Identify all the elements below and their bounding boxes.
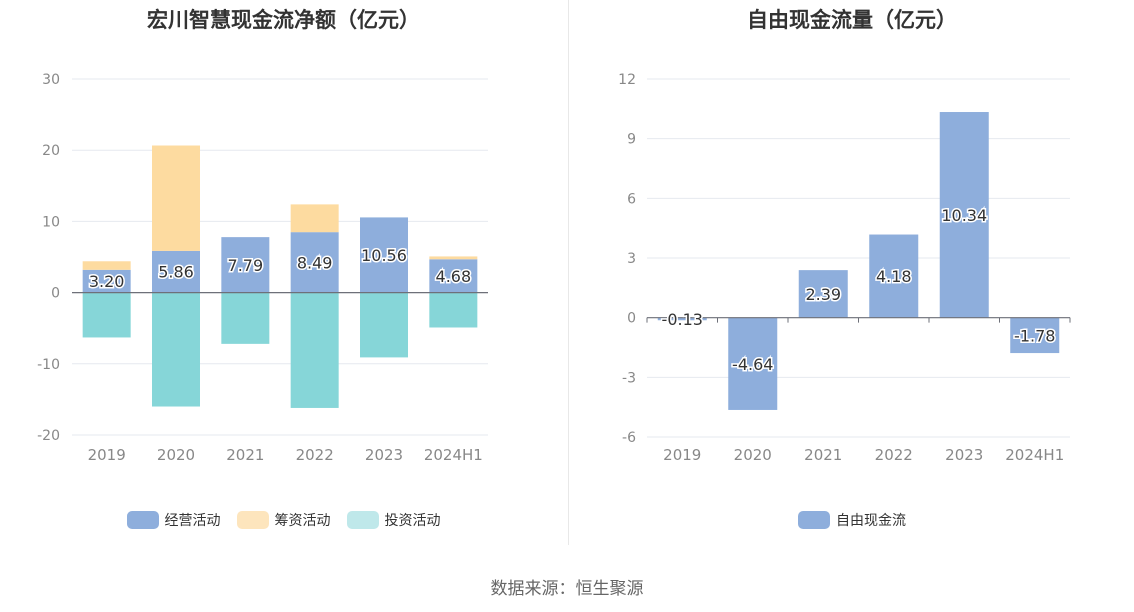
legend-label: 筹资活动 (274, 513, 331, 529)
x-tick-label: 2021 (804, 446, 842, 464)
x-tick-label: 2022 (296, 446, 334, 464)
y-tick-label: -6 (622, 430, 636, 446)
x-tick-label: 2023 (365, 446, 403, 464)
legend-label: 自由现金流 (836, 513, 906, 529)
y-tick-label: -20 (37, 428, 60, 444)
legend-swatch-operating (126, 511, 159, 529)
x-tick-label: 2022 (875, 446, 913, 464)
legend-item-financing[interactable]: 筹资活动 (236, 510, 331, 530)
legend-swatch-investing (346, 511, 379, 529)
chart-legend: 自由现金流 (570, 510, 1134, 530)
y-tick-label: -3 (622, 370, 636, 386)
legend-swatch-free-cashflow (798, 511, 830, 529)
legend-label: 经营活动 (164, 513, 221, 529)
bar (1010, 317, 1060, 354)
bar (290, 232, 339, 293)
free-cashflow-chart: 12 9 6 3 0 -3 -6 -0.13 -4.64 2.39 4.18 10.34 -1.78 20… (618, 72, 1071, 464)
bar (221, 292, 270, 344)
x-tick-label: 2020 (734, 446, 772, 464)
legend-item-investing[interactable]: 投资活动 (346, 510, 441, 530)
bar (82, 292, 131, 338)
bar (290, 292, 339, 408)
data-label: 7.79 (228, 256, 264, 275)
y-tick-label: 30 (42, 72, 60, 88)
data-label: 3.20 (89, 272, 125, 291)
bar (152, 292, 200, 407)
y-tick-label: -10 (37, 357, 60, 373)
x-tick-label: 2024H1 (424, 446, 483, 464)
bar (221, 237, 270, 293)
legend-label: 投资活动 (384, 513, 441, 529)
x-tick-label: 2024H1 (1005, 446, 1064, 464)
data-label: 4.18 (876, 267, 912, 286)
data-label: 10.34 (941, 206, 987, 225)
bar (798, 270, 848, 318)
bar (728, 317, 778, 410)
bar (152, 145, 200, 251)
x-tick-label: 2019 (88, 446, 126, 464)
data-label: 8.49 (297, 253, 333, 272)
bar (939, 112, 989, 318)
y-tick-label: 10 (42, 214, 60, 230)
data-label: 10.56 (361, 246, 407, 265)
free-cashflow-chart-panel: 自由现金流量（亿元） 12 9 6 3 0 -3 -6 -0.13 -4.64 2.39 4.18 1… (570, 0, 1134, 545)
data-label: 5.86 (158, 263, 194, 282)
bar (360, 217, 408, 293)
bar (429, 292, 478, 328)
y-tick-label: 3 (627, 251, 636, 267)
bar (152, 250, 200, 293)
bar (290, 204, 339, 233)
y-tick-label: 12 (618, 72, 636, 88)
x-tick-label: 2023 (945, 446, 983, 464)
chart-title: 宏川智慧现金流净额（亿元） (147, 8, 420, 32)
chart-legend: 经营活动 筹资活动 投资活动 (0, 510, 567, 530)
bar (360, 292, 408, 358)
data-source: 数据来源：恒生聚源 (490, 579, 644, 599)
bar (82, 261, 131, 270)
data-label: 4.68 (436, 267, 472, 286)
data-label: 2.39 (805, 285, 841, 304)
y-tick-label: 6 (627, 191, 636, 207)
cashflow-net-chart: 30 20 10 0 -10 -20 3.20 5.86 7.79 8.49 10.56 4.68 20… (37, 72, 488, 464)
data-label: -1.78 (1014, 326, 1055, 345)
data-label: -0.13 (662, 310, 703, 329)
y-tick-label: 0 (627, 311, 636, 327)
data-label: -4.64 (732, 355, 773, 374)
y-tick-label: 20 (42, 143, 60, 159)
chart-title: 自由现金流量（亿元） (747, 8, 957, 32)
bar (82, 269, 131, 293)
x-tick-label: 2019 (663, 446, 701, 464)
cashflow-net-chart-panel: 宏川智慧现金流净额（亿元） 30 20 10 0 -10 -20 3.20 5.86 7.79 8… (0, 0, 567, 545)
bar (429, 256, 478, 260)
legend-swatch-financing (236, 511, 269, 529)
bar (429, 259, 478, 293)
x-tick-label: 2021 (226, 446, 264, 464)
bar (657, 317, 707, 321)
y-tick-label: 9 (627, 132, 636, 148)
panel-divider (568, 0, 569, 545)
bar (869, 234, 919, 318)
legend-item-operating[interactable]: 经营活动 (126, 510, 221, 530)
y-tick-label: 0 (51, 286, 60, 302)
x-tick-label: 2020 (157, 446, 195, 464)
legend-item-free-cashflow[interactable]: 自由现金流 (798, 510, 906, 530)
